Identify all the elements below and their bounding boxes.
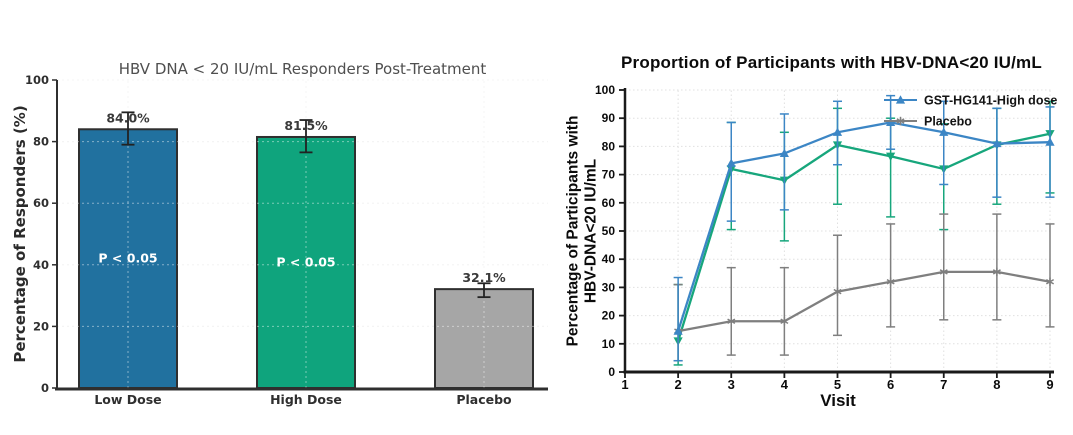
y-tick-label: 20 (602, 309, 616, 323)
triangle-up-marker (726, 158, 736, 167)
triangle-down-marker (886, 152, 896, 162)
line-chart-x-axis-label: Visit (820, 391, 856, 410)
x-category-label: Low Dose (94, 392, 161, 407)
bar-value-label: 81.5% (284, 118, 328, 133)
x-category-label: Placebo (456, 392, 512, 407)
x-tick-label: 3 (728, 377, 735, 392)
y-tick-label: 90 (602, 111, 616, 125)
star-marker-stroke (1045, 279, 1055, 285)
line-chart-y-axis-label-line2: HBV-DNA<20 IU/mL (583, 158, 600, 304)
line-chart: 0 10 20 30 40 50 60 70 80 90 100 1 2 3 4 5 6 7 8 9 GST-HG141… (595, 83, 1057, 392)
bar-value-label: 32.1% (462, 270, 506, 285)
p-value-annotation: P < 0.05 (98, 251, 157, 266)
y-tick-label: 0 (41, 381, 49, 395)
line-series-placebo (673, 213, 1055, 362)
star-marker-stroke (886, 279, 895, 285)
line-series-gst-hg141-high-dose (673, 94, 1055, 362)
bar-error-bars (121, 111, 491, 299)
series-line (677, 132, 1051, 342)
y-tick-label: 80 (33, 135, 49, 149)
y-tick-label: 20 (33, 319, 49, 333)
bar-chart-y-axis-label: Percentage of Responders (%) (11, 105, 29, 363)
y-tick-label: 40 (33, 258, 49, 272)
bar (78, 128, 178, 389)
legend-label: GST-HG141-High dose (924, 94, 1057, 108)
triangle-up-marker (895, 95, 906, 104)
star-marker-stroke (992, 269, 1001, 275)
line-chart-title: Proportion of Participants with HBV-DNA<… (621, 53, 1042, 72)
bar (434, 288, 534, 389)
x-tick-label: 5 (834, 377, 841, 392)
x-tick-label: 2 (675, 377, 682, 392)
y-tick-label: 40 (602, 252, 616, 266)
line-chart-y-axis-label-line1: Percentage of Participants with (564, 115, 582, 347)
y-tick-label: 80 (602, 139, 616, 153)
triangle-up-marker (673, 326, 683, 335)
triangle-up-marker (992, 138, 1002, 148)
bar-value-label: 84.0% (106, 110, 150, 125)
line-chart-y-axis-label: Percentage of Participants with HBV-DNA<… (565, 116, 602, 347)
x-tick-label: 4 (781, 377, 789, 392)
star-marker-stroke (727, 318, 736, 324)
y-tick-label: 50 (602, 224, 616, 238)
x-tick-label: 6 (887, 377, 894, 392)
bar-chart-title: HBV DNA < 20 IU/mL Responders Post-Treat… (118, 60, 487, 78)
star-marker-stroke (939, 269, 948, 275)
bar-chart: 0 20 40 60 80 100 Low Dose High Dose Placebo 84.0… (25, 73, 548, 407)
series-line (677, 270, 1051, 333)
legend-label: Placebo (924, 115, 972, 129)
triangle-up-marker (939, 127, 949, 136)
y-tick-label: 100 (595, 83, 615, 97)
triangle-up-marker (779, 148, 789, 158)
legend: GST-HG141-High dose Placebo (884, 94, 1057, 129)
y-tick-label: 30 (602, 280, 616, 294)
x-tick-label: 9 (1046, 377, 1053, 392)
y-tick-label: 100 (25, 73, 49, 87)
p-value-annotation: P < 0.05 (276, 254, 335, 269)
star-marker-stroke (896, 118, 905, 124)
x-tick-label: 1 (621, 377, 628, 392)
star-marker-stroke (833, 288, 842, 295)
y-tick-label: 0 (608, 365, 615, 379)
y-tick-label: 10 (602, 337, 616, 351)
series-line (677, 121, 1051, 332)
y-tick-label: 70 (602, 168, 616, 182)
x-tick-label: 7 (940, 377, 947, 392)
y-tick-label: 60 (602, 196, 616, 210)
triangle-up-marker (832, 127, 843, 136)
triangle-up-marker (1045, 137, 1055, 146)
star-marker-stroke (780, 318, 789, 324)
x-tick-label: 8 (993, 377, 1000, 392)
y-tick-label: 60 (33, 196, 49, 210)
x-category-label: High Dose (270, 392, 342, 407)
